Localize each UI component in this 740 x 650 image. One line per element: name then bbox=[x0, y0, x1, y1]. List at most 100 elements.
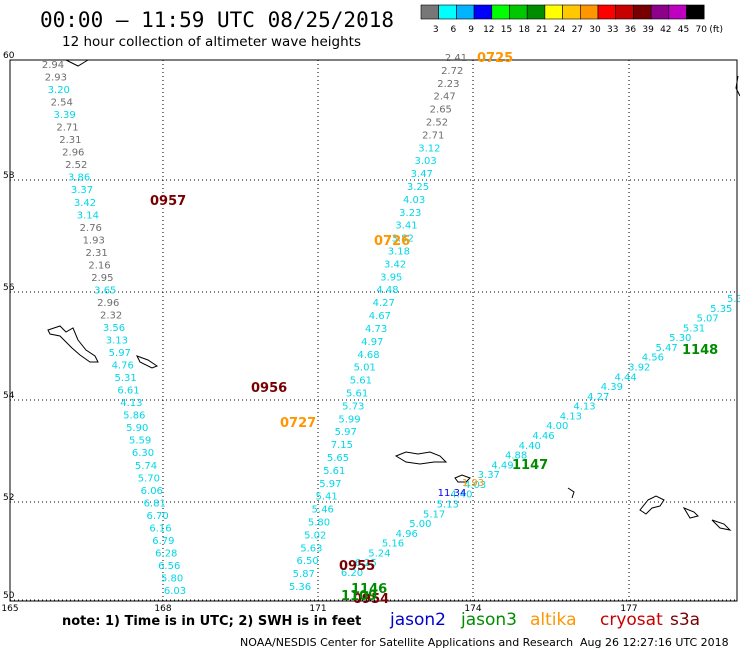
scale-swatch bbox=[438, 4, 457, 20]
aleutian-island-d bbox=[682, 506, 699, 519]
scale-label: 9 bbox=[468, 25, 474, 35]
scale-label: 21 bbox=[536, 25, 547, 35]
ne-track-value: 4.03 bbox=[403, 195, 425, 206]
scale-label: 39 bbox=[642, 25, 654, 35]
ne-track-value: 4.67 bbox=[369, 311, 391, 322]
scale-swatch bbox=[597, 4, 617, 20]
alaska-coast-top-left bbox=[65, 59, 89, 67]
aleutian-island-b bbox=[454, 474, 471, 483]
nw-track-value: 3.56 bbox=[103, 323, 125, 334]
nw-track-value: 3.39 bbox=[53, 110, 75, 121]
se-track-value: 4.13 bbox=[573, 402, 595, 413]
nw-track-value: 2.93 bbox=[45, 73, 67, 84]
ne-track-value: 2.47 bbox=[433, 92, 455, 103]
ne-track-value: 2.71 bbox=[422, 130, 444, 141]
nw-track-value: 3.65 bbox=[94, 285, 116, 296]
ne-track-value: 2.52 bbox=[426, 118, 448, 129]
ne-track-value: 2.41 bbox=[445, 53, 467, 64]
scale-label: 6 bbox=[451, 25, 457, 35]
se-track-value: 4.27 bbox=[587, 392, 609, 403]
lat-label: 56 bbox=[3, 283, 15, 293]
nw-track-value: 6.16 bbox=[149, 523, 171, 534]
ne-track-value: 3.95 bbox=[380, 272, 402, 283]
ne-track-value: 5.99 bbox=[338, 414, 360, 425]
nw-track-value: 2.54 bbox=[51, 98, 73, 109]
se-track-value: 4.56 bbox=[642, 353, 664, 364]
nw-track-value: 2.52 bbox=[65, 160, 87, 171]
pass-time-label: 0955 bbox=[339, 559, 375, 574]
scale-label: (ft) bbox=[709, 25, 723, 35]
nw-track-value: 5.70 bbox=[138, 473, 160, 484]
nw-track-value: 2.16 bbox=[88, 260, 110, 271]
nw-track-value: 6.28 bbox=[155, 548, 177, 559]
se-track-value: 3.92 bbox=[628, 363, 650, 374]
lat-label: 52 bbox=[3, 493, 14, 503]
ne-track-value: 4.48 bbox=[376, 285, 398, 296]
footer-credit: NOAA/NESDIS Center for Satellite Applica… bbox=[240, 636, 573, 649]
nw-track-value: 5.74 bbox=[135, 461, 157, 472]
aleutian-island-c bbox=[639, 495, 665, 515]
nw-track-value: 6.61 bbox=[117, 386, 139, 397]
nw-track-value: 6.81 bbox=[144, 498, 166, 509]
se-track-value: 4.96 bbox=[396, 529, 418, 540]
se-track-value: 5.24 bbox=[368, 548, 390, 559]
se-track-value: 4.13 bbox=[560, 411, 582, 422]
se-track-value: 4.40 bbox=[450, 490, 472, 501]
map-subtitle: 12 hour collection of altimeter wave hei… bbox=[62, 34, 361, 50]
se-track-value: 4.88 bbox=[505, 451, 527, 462]
altika-value: 1.93 bbox=[462, 478, 484, 489]
pass-time-label: 0954 bbox=[353, 592, 389, 607]
pass-time-label: 1146 bbox=[351, 582, 387, 597]
ne-track-value: 5.61 bbox=[350, 376, 372, 387]
scale-swatch bbox=[420, 4, 440, 20]
nw-track-value: 6.30 bbox=[132, 448, 154, 459]
pass-time-label: 1148 bbox=[682, 343, 718, 358]
pass-time-label: 0727 bbox=[280, 416, 316, 431]
footer-timestamp: Aug 26 12:27:16 UTC 2018 bbox=[580, 636, 729, 649]
nw-track-value: 2.94 bbox=[42, 60, 64, 71]
ne-track-value: 3.47 bbox=[411, 169, 433, 180]
se-track-value: 4.39 bbox=[601, 382, 623, 393]
scale-swatch bbox=[686, 4, 705, 20]
se-track-value: 5.16 bbox=[382, 539, 404, 550]
lon-label: 165 bbox=[1, 604, 18, 614]
pass-time-label: 0956 bbox=[251, 381, 287, 396]
nw-track-value: 2.31 bbox=[59, 135, 81, 146]
ne-track-value: 2.23 bbox=[437, 79, 459, 90]
se-track-value: 6.25 bbox=[355, 558, 377, 569]
nw-track-value: 3.13 bbox=[106, 336, 128, 347]
scale-label: 18 bbox=[518, 25, 530, 35]
nw-track-value: 5.90 bbox=[126, 423, 148, 434]
scale-swatch bbox=[544, 4, 563, 20]
aleutian-island-f bbox=[735, 75, 740, 97]
legend-s3a: s3a bbox=[670, 610, 700, 630]
aleutian-island-a bbox=[394, 451, 448, 465]
nw-track-value: 6.06 bbox=[141, 486, 163, 497]
nw-track-value: 5.80 bbox=[161, 574, 183, 585]
se-track-value: 5.17 bbox=[423, 509, 445, 520]
altimeter-tracks: 2.412.722.232.472.652.522.713.123.033.47… bbox=[42, 53, 740, 597]
se-track-value: 4.46 bbox=[532, 431, 554, 442]
nw-track-value: 6.79 bbox=[152, 536, 174, 547]
ne-track-value: 3.12 bbox=[418, 143, 440, 154]
scale-swatch bbox=[633, 4, 652, 20]
nw-track-value: 4.13 bbox=[120, 398, 142, 409]
note-text: note: 1) Time is in UTC; 2) SWH is in fe… bbox=[62, 614, 361, 629]
ne-track-value: 5.41 bbox=[315, 492, 337, 503]
nw-track-value: 4.76 bbox=[112, 361, 134, 372]
nw-track-value: 2.96 bbox=[97, 298, 119, 309]
aleutian-island-g bbox=[567, 487, 575, 499]
se-track-value: 5.07 bbox=[696, 314, 718, 325]
scale-label: 36 bbox=[625, 25, 637, 35]
ne-track-value: 7.15 bbox=[331, 440, 353, 451]
small-island bbox=[135, 355, 159, 369]
nw-track-value: 3.37 bbox=[71, 185, 93, 196]
map-frame bbox=[9, 59, 738, 602]
pass-time-label: 1109 bbox=[341, 589, 377, 604]
ne-track-value: 5.65 bbox=[327, 453, 349, 464]
scale-label: 12 bbox=[483, 25, 494, 35]
ne-track-value: 4.68 bbox=[357, 350, 379, 361]
ne-track-value: 3.25 bbox=[407, 182, 429, 193]
nw-track-value: 5.97 bbox=[109, 348, 131, 359]
nw-track-value: 3.20 bbox=[48, 85, 70, 96]
